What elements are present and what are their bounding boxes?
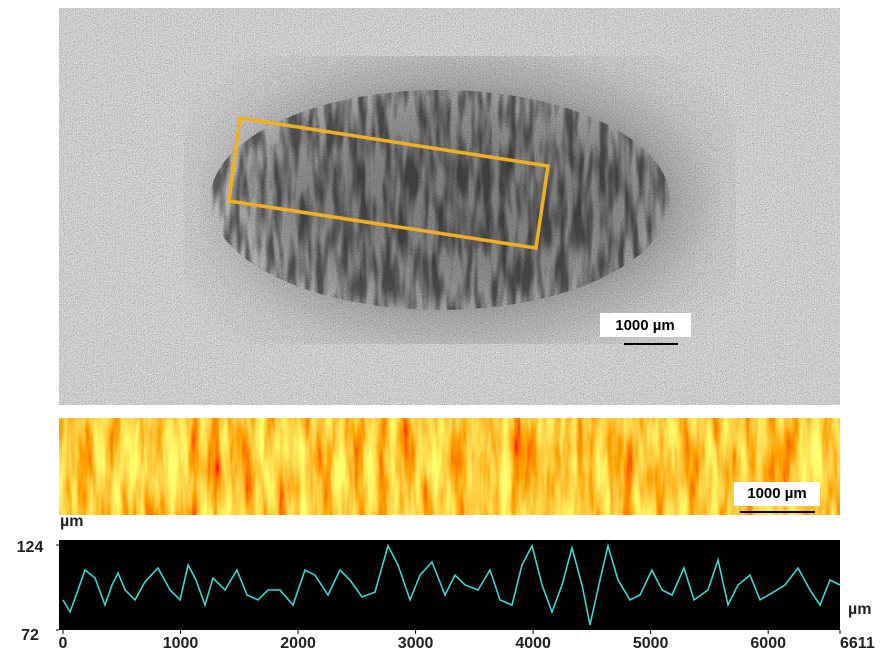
x-tick-label: 4000 xyxy=(515,635,551,652)
micrograph xyxy=(59,8,840,405)
x-axis-unit: µm xyxy=(848,601,871,618)
x-tick-label: 1000 xyxy=(163,635,199,652)
y-axis-unit: µm xyxy=(60,513,83,530)
height-map xyxy=(59,418,840,515)
scale-bar-box xyxy=(734,482,820,506)
y-tick-label: 124 xyxy=(17,539,44,556)
x-tick-label: 3000 xyxy=(398,635,434,652)
scale-bar-label: 1000 µm xyxy=(615,317,675,334)
scale-bar-label: 1000 µm xyxy=(747,485,807,502)
region-box xyxy=(227,115,550,250)
y-tick-label: 72 xyxy=(21,627,39,644)
x-tick-label: 2000 xyxy=(280,635,316,652)
x-tick-label: 0 xyxy=(59,635,68,652)
profile-line xyxy=(62,542,841,626)
scale-bar-box xyxy=(600,313,691,337)
x-tick-label: 6000 xyxy=(750,635,786,652)
x-tick-label: 5000 xyxy=(633,635,669,652)
x-tick-label: 6611 xyxy=(840,635,875,652)
